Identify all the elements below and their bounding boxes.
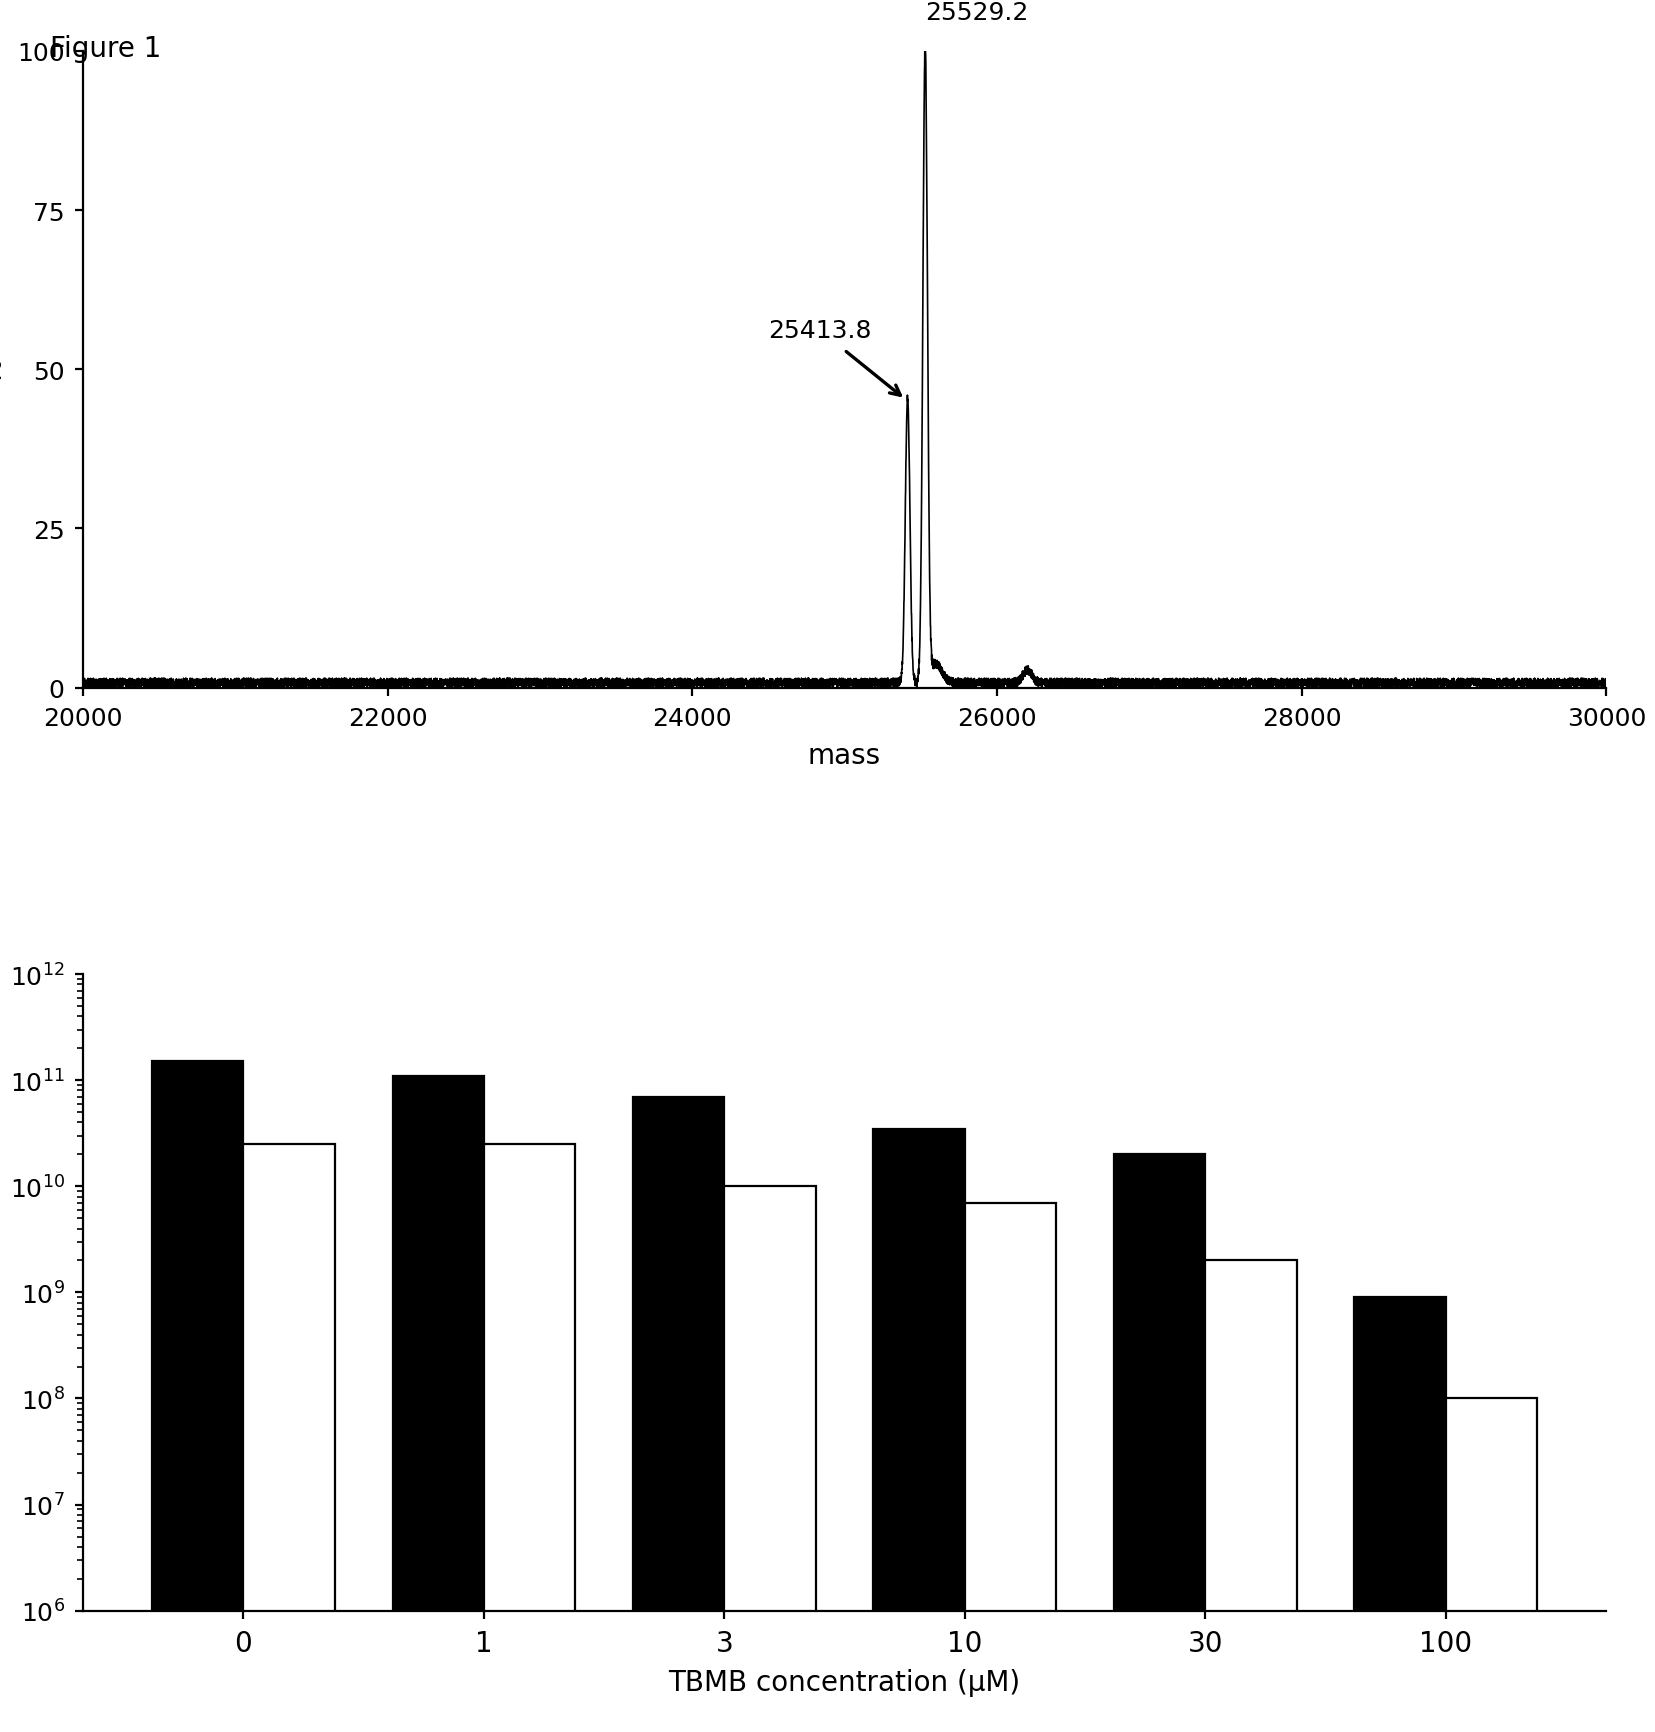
Text: 25529.2: 25529.2 [925, 2, 1028, 26]
Y-axis label: %: % [0, 357, 7, 383]
X-axis label: mass: mass [808, 741, 880, 769]
Bar [1205, 1261, 1296, 1732]
Bar [152, 1062, 243, 1732]
Text: 25413.8: 25413.8 [768, 319, 900, 397]
Bar [965, 1204, 1056, 1732]
Bar [872, 1129, 965, 1732]
Bar [1114, 1155, 1205, 1732]
Bar [392, 1076, 483, 1732]
Bar [632, 1096, 723, 1732]
Bar [483, 1145, 574, 1732]
Bar [1445, 1399, 1536, 1732]
Bar [723, 1186, 816, 1732]
Bar [1354, 1297, 1445, 1732]
X-axis label: TBMB concentration (μM): TBMB concentration (μM) [669, 1668, 1019, 1696]
Bar [243, 1145, 334, 1732]
Text: Figure 1: Figure 1 [50, 35, 161, 62]
